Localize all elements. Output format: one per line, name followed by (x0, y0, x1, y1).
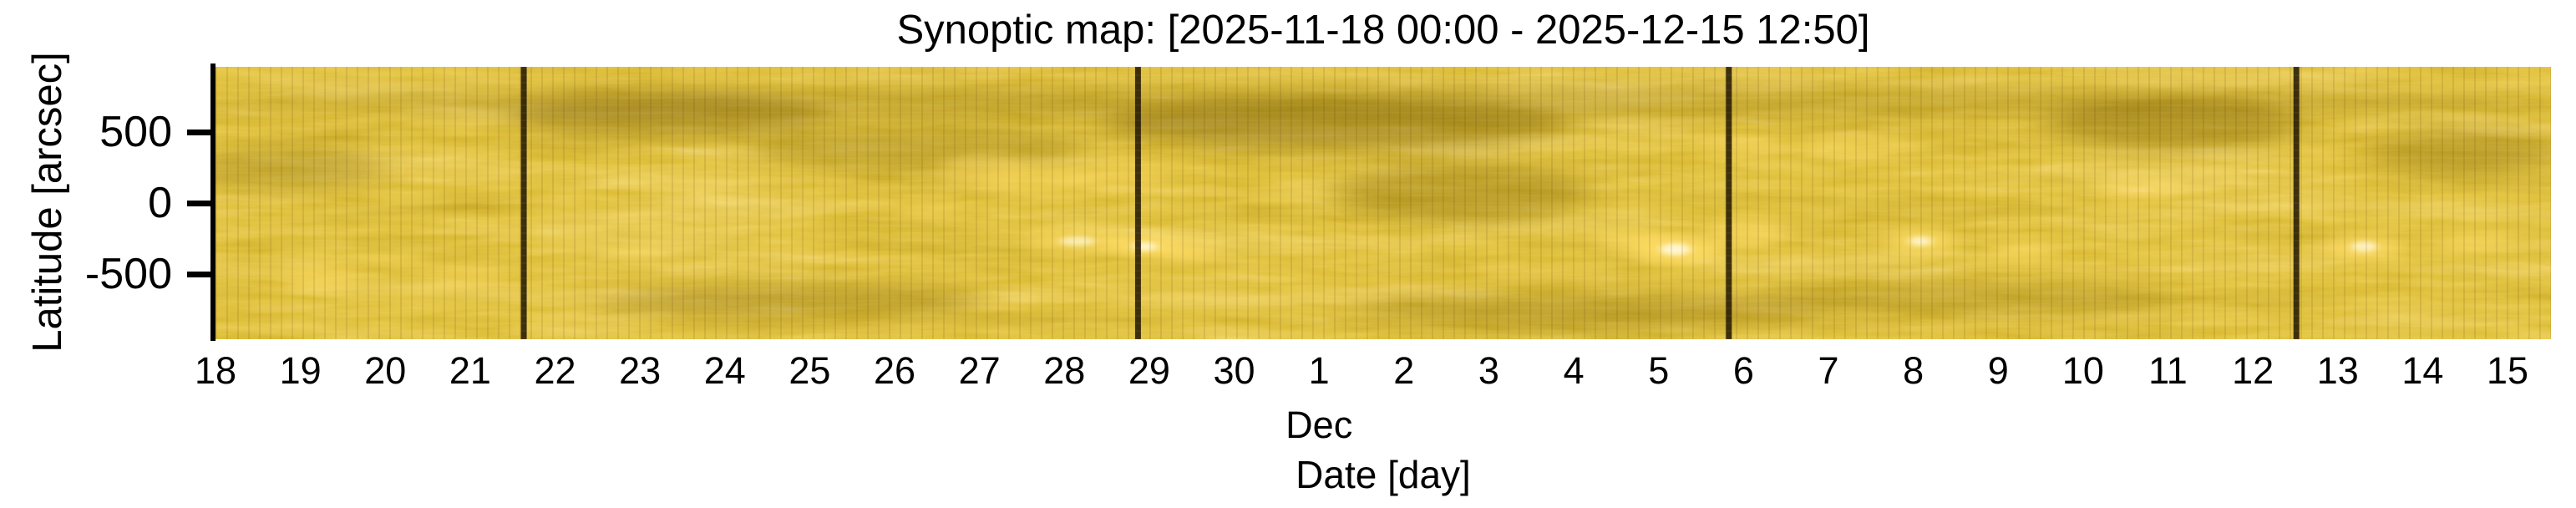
bright-region (1695, 135, 1796, 156)
dark-quiet-regions (216, 85, 2551, 327)
dark-region (600, 282, 985, 320)
x-tick-label: 22 (534, 349, 576, 392)
dark-region (1103, 97, 1571, 151)
x-tick-label: 12 (2232, 349, 2274, 392)
y-tick-mark (187, 271, 210, 277)
bright-region (903, 197, 967, 220)
x-tick-label: 29 (1128, 349, 1170, 392)
x-tick-label: 8 (1903, 349, 1924, 392)
euv-heatmap-canvas (216, 67, 2551, 339)
x-tick-label: 3 (1478, 349, 1499, 392)
x-tick-label: 25 (789, 349, 831, 392)
data-gap-line (1726, 67, 1732, 339)
x-axis-month-label: Dec (1285, 404, 1353, 446)
data-gap-line (520, 67, 527, 339)
bright-region (2436, 229, 2507, 253)
x-tick-label: 1 (1308, 349, 1330, 392)
x-axis-ticks: 18 19 20 21 22 23 24 25 26 27 28 29 30 1 2 3 4 5 6 7 8 9 10 11 1… (195, 349, 2551, 392)
x-tick-label: 18 (194, 349, 237, 392)
bright-region-core (2350, 241, 2378, 252)
bright-region-core (1909, 236, 1933, 246)
bright-region (1799, 135, 1925, 156)
bright-region (361, 248, 425, 267)
x-tick-label: 19 (279, 349, 322, 392)
bright-region (606, 242, 666, 262)
x-tick-label: 27 (958, 349, 1001, 392)
bright-region (1989, 240, 2053, 264)
x-tick-label: 4 (1563, 349, 1585, 392)
x-tick-label: 7 (1818, 349, 1839, 392)
bright-region (287, 263, 363, 291)
x-tick-label: 24 (703, 349, 746, 392)
x-tick-label: 10 (2061, 349, 2104, 392)
x-tick-label: 23 (619, 349, 662, 392)
x-tick-label: 5 (1648, 349, 1670, 392)
data-gap-line (1134, 67, 1141, 339)
data-gap-line (2293, 67, 2300, 339)
bright-region-core (1660, 243, 1691, 256)
x-tick-label: 9 (1987, 349, 2009, 392)
x-tick-label: 14 (2401, 349, 2444, 392)
bright-active-regions (287, 135, 2507, 291)
dark-region (216, 144, 385, 191)
x-tick-label: 30 (1213, 349, 1255, 392)
dark-region (748, 126, 1083, 170)
x-tick-label: 20 (364, 349, 407, 392)
bright-region (1707, 219, 1783, 246)
x-axis-title: Date [day] (1296, 453, 1471, 496)
dark-region (1352, 292, 1821, 327)
x-tick-label: 28 (1043, 349, 1086, 392)
x-tick-label: 13 (2316, 349, 2359, 392)
bright-region (1075, 162, 1168, 190)
x-tick-label: 2 (1393, 349, 1415, 392)
bright-region (421, 268, 514, 291)
dark-region (510, 92, 828, 140)
y-axis-line (210, 64, 216, 341)
bright-region (2097, 176, 2178, 207)
x-tick-label: 26 (874, 349, 916, 392)
x-tick-label: 15 (2486, 349, 2529, 392)
dark-region (1758, 280, 2176, 318)
dark-region (1337, 160, 1589, 224)
chart-title: Synoptic map: [2025-11-18 00:00 - 2025-1… (896, 8, 1870, 53)
y-tick-label: -500 (84, 250, 172, 298)
x-tick-label: 6 (1732, 349, 1754, 392)
y-tick-mark (187, 200, 210, 206)
x-tick-label: 21 (449, 349, 491, 392)
bright-region (983, 165, 1093, 196)
bright-region (1154, 240, 1221, 264)
synoptic-map-image (216, 67, 2551, 339)
dark-region (2047, 97, 2299, 151)
data-gap-separator-lines (520, 67, 2300, 339)
x-tick-label: 11 (2148, 349, 2188, 392)
bright-region-core (1059, 236, 1096, 246)
dark-region (2372, 128, 2551, 175)
bright-region (1471, 259, 1622, 283)
y-tick-label: 0 (148, 179, 172, 227)
y-tick-mark (187, 129, 210, 135)
y-tick-label: 500 (99, 108, 172, 156)
